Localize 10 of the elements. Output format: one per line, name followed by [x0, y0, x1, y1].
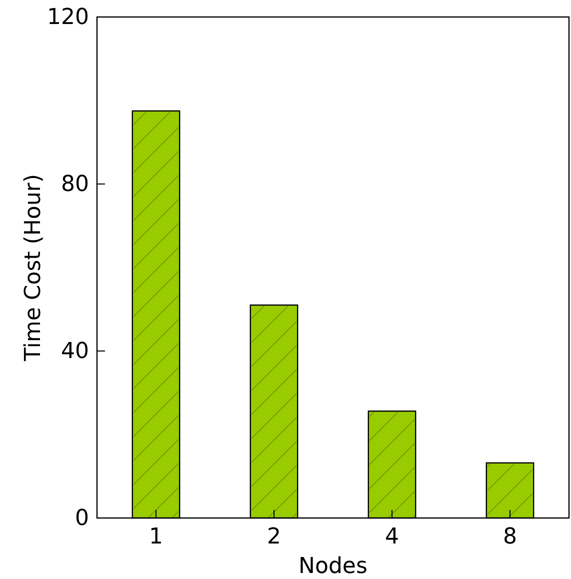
x-tick-label: 2 [267, 524, 281, 550]
y-tick-label: 40 [61, 339, 89, 364]
y-axis-title: Time Cost (Hour) [21, 174, 46, 362]
y-tick-label: 120 [47, 5, 89, 30]
x-axis-title: Nodes [298, 554, 368, 579]
x-tick-label: 4 [385, 524, 399, 550]
y-tick-label: 80 [61, 172, 89, 198]
x-tick-label: 8 [503, 524, 517, 550]
x-tick-label: 1 [149, 524, 163, 550]
y-tick-label: 0 [75, 506, 89, 532]
